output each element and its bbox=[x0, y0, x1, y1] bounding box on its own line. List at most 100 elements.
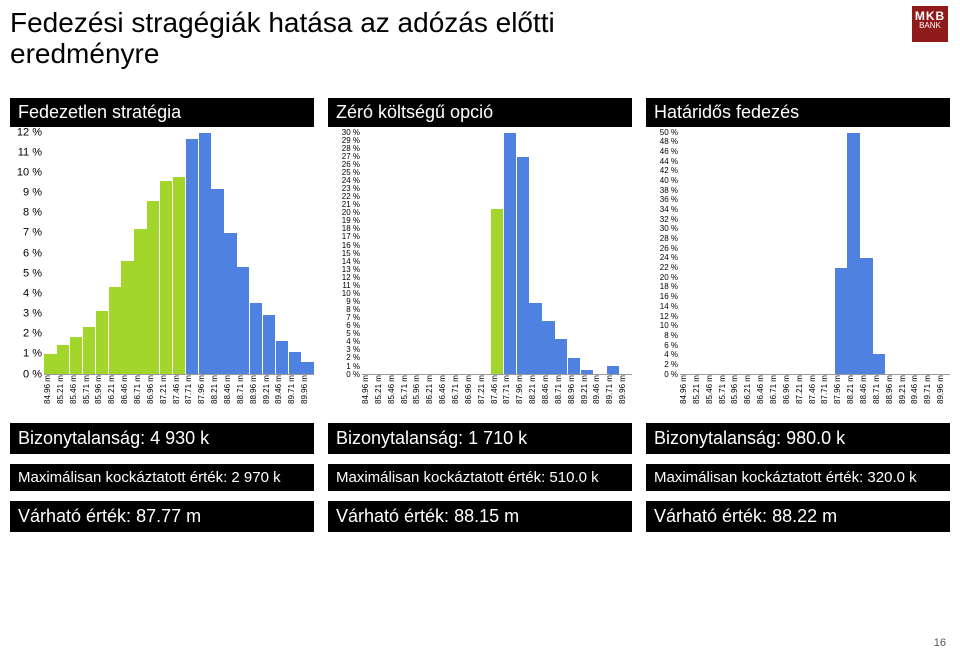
x-tick: 85.46 m bbox=[388, 375, 401, 413]
chart: 50 %48 %46 %44 %42 %40 %38 %36 %34 %32 %… bbox=[646, 133, 950, 413]
y-tick: 0 % bbox=[346, 371, 360, 379]
x-tick: 84.96 m bbox=[44, 375, 57, 413]
y-tick: 6 % bbox=[23, 248, 42, 259]
y-tick: 4 % bbox=[664, 351, 678, 359]
y-tick: 8 % bbox=[23, 208, 42, 219]
bar bbox=[83, 327, 95, 373]
y-tick: 18 % bbox=[660, 283, 678, 291]
x-axis: 84.96 m85.21 m85.46 m85.71 m85.96 m86.21… bbox=[362, 375, 632, 413]
y-tick: 50 % bbox=[660, 129, 678, 137]
y-tick: 38 % bbox=[660, 187, 678, 195]
bar bbox=[173, 177, 185, 374]
x-tick: 86.71 m bbox=[452, 375, 465, 413]
y-tick: 28 % bbox=[660, 235, 678, 243]
x-tick: 88.46 m bbox=[542, 375, 555, 413]
y-tick: 10 % bbox=[17, 167, 42, 178]
bar bbox=[263, 315, 275, 373]
x-tick: 88.96 m bbox=[886, 375, 899, 413]
x-axis: 84.96 m85.21 m85.46 m85.71 m85.96 m86.21… bbox=[44, 375, 314, 413]
bar bbox=[873, 354, 885, 373]
bar bbox=[250, 303, 262, 373]
y-tick: 44 % bbox=[660, 158, 678, 166]
x-tick: 84.96 m bbox=[362, 375, 375, 413]
x-tick: 86.96 m bbox=[465, 375, 478, 413]
y-tick: 2 % bbox=[23, 329, 42, 340]
column-header: Zéró költségű opció bbox=[328, 98, 632, 127]
bar bbox=[491, 209, 503, 374]
bar bbox=[581, 370, 593, 373]
y-tick: 14 % bbox=[660, 303, 678, 311]
bar bbox=[517, 157, 529, 374]
column-0: Fedezetlen stratégia12 %11 %10 %9 %8 %7 … bbox=[10, 98, 314, 532]
column-header: Határidős fedezés bbox=[646, 98, 950, 127]
plot-area bbox=[362, 133, 632, 375]
metric-box: Bizonytalanság: 1 710 k bbox=[328, 423, 632, 454]
metric-box: Maximálisan kockáztatott érték: 510.0 k bbox=[328, 464, 632, 491]
y-tick: 4 % bbox=[23, 288, 42, 299]
metric-box: Maximálisan kockáztatott érték: 320.0 k bbox=[646, 464, 950, 491]
y-tick: 48 % bbox=[660, 138, 678, 146]
x-tick: 89.96 m bbox=[619, 375, 632, 413]
y-axis: 12 %11 %10 %9 %8 %7 %6 %5 %4 %3 %2 %1 %0… bbox=[10, 133, 44, 375]
y-tick: 32 % bbox=[660, 216, 678, 224]
x-tick: 84.96 m bbox=[680, 375, 693, 413]
bar bbox=[835, 268, 847, 374]
metric-box: Maximálisan kockáztatott érték: 2 970 k bbox=[10, 464, 314, 491]
y-tick: 36 % bbox=[660, 196, 678, 204]
x-tick: 86.71 m bbox=[134, 375, 147, 413]
bar bbox=[860, 258, 872, 374]
x-tick: 88.71 m bbox=[237, 375, 250, 413]
bar bbox=[44, 354, 56, 374]
column-2: Határidős fedezés50 %48 %46 %44 %42 %40 … bbox=[646, 98, 950, 532]
x-tick: 88.46 m bbox=[860, 375, 873, 413]
x-tick: 88.96 m bbox=[250, 375, 263, 413]
metric-box: Bizonytalanság: 980.0 k bbox=[646, 423, 950, 454]
y-tick: 9 % bbox=[23, 188, 42, 199]
y-tick: 26 % bbox=[660, 245, 678, 253]
bar bbox=[147, 201, 159, 374]
bar bbox=[542, 321, 554, 373]
y-tick: 12 % bbox=[660, 313, 678, 321]
y-tick: 11 % bbox=[18, 147, 42, 158]
bar bbox=[847, 133, 859, 374]
y-tick: 0 % bbox=[23, 369, 42, 380]
y-tick: 24 % bbox=[660, 254, 678, 262]
x-tick: 87.21 m bbox=[478, 375, 491, 413]
y-tick: 7 % bbox=[23, 228, 42, 239]
y-tick: 34 % bbox=[660, 206, 678, 214]
bar bbox=[289, 352, 301, 374]
bar bbox=[529, 303, 541, 374]
y-tick: 1 % bbox=[23, 349, 42, 360]
y-tick: 8 % bbox=[664, 332, 678, 340]
bar bbox=[109, 287, 121, 373]
x-tick: 85.21 m bbox=[693, 375, 706, 413]
metric-box: Várható érték: 88.15 m bbox=[328, 501, 632, 532]
y-tick: 6 % bbox=[664, 342, 678, 350]
y-tick: 2 % bbox=[664, 361, 678, 369]
page-title: Fedezési stragégiák hatása az adózás elő… bbox=[0, 0, 960, 70]
bar bbox=[504, 133, 516, 374]
x-tick: 86.96 m bbox=[147, 375, 160, 413]
y-tick: 20 % bbox=[660, 274, 678, 282]
logo-text-bottom: BANK bbox=[912, 22, 948, 30]
y-tick: 46 % bbox=[660, 148, 678, 156]
y-tick: 0 % bbox=[664, 371, 678, 379]
x-tick: 88.71 m bbox=[555, 375, 568, 413]
y-tick: 40 % bbox=[660, 177, 678, 185]
y-axis: 50 %48 %46 %44 %42 %40 %38 %36 %34 %32 %… bbox=[646, 133, 680, 375]
bar bbox=[96, 311, 108, 373]
y-tick: 30 % bbox=[660, 225, 678, 233]
page-number: 16 bbox=[934, 637, 946, 649]
chart: 30 %29 %28 %27 %26 %25 %24 %23 %22 %21 %… bbox=[328, 133, 632, 413]
plot-area bbox=[680, 133, 950, 375]
bar bbox=[211, 189, 223, 374]
y-axis: 30 %29 %28 %27 %26 %25 %24 %23 %22 %21 %… bbox=[328, 133, 362, 375]
bar bbox=[134, 229, 146, 374]
plot-area bbox=[44, 133, 314, 375]
chart: 12 %11 %10 %9 %8 %7 %6 %5 %4 %3 %2 %1 %0… bbox=[10, 133, 314, 413]
column-1: Zéró költségű opció 30 %29 %28 %27 %26 %2… bbox=[328, 98, 632, 532]
x-tick: 85.46 m bbox=[706, 375, 719, 413]
bar bbox=[568, 358, 580, 374]
metric-box: Bizonytalanság: 4 930 k bbox=[10, 423, 314, 454]
bar bbox=[224, 233, 236, 374]
